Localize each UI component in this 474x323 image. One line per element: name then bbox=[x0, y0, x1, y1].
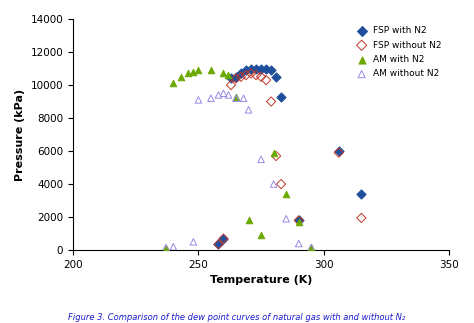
AM with N2 bbox=[283, 192, 290, 197]
FSP with N2 bbox=[242, 68, 250, 73]
FSP with N2 bbox=[215, 242, 222, 247]
FSP without N2 bbox=[227, 82, 235, 88]
FSP with N2 bbox=[247, 66, 255, 71]
FSP without N2 bbox=[257, 74, 265, 79]
FSP without N2 bbox=[242, 73, 250, 78]
FSP with N2 bbox=[257, 66, 265, 71]
AM without N2 bbox=[283, 216, 290, 221]
AM without N2 bbox=[170, 244, 177, 249]
AM with N2 bbox=[184, 71, 192, 76]
FSP without N2 bbox=[267, 99, 275, 104]
FSP with N2 bbox=[237, 71, 245, 76]
FSP without N2 bbox=[273, 153, 280, 159]
AM with N2 bbox=[257, 233, 265, 238]
AM without N2 bbox=[295, 241, 302, 246]
AM with N2 bbox=[162, 246, 170, 251]
AM without N2 bbox=[245, 107, 252, 112]
AM without N2 bbox=[257, 157, 265, 162]
Y-axis label: Pressure (kPa): Pressure (kPa) bbox=[15, 89, 25, 181]
AM with N2 bbox=[170, 81, 177, 86]
AM with N2 bbox=[225, 73, 232, 78]
FSP without N2 bbox=[237, 74, 245, 79]
FSP without N2 bbox=[232, 76, 240, 81]
FSP with N2 bbox=[252, 66, 260, 71]
AM with N2 bbox=[190, 69, 197, 74]
AM with N2 bbox=[295, 219, 302, 224]
FSP with N2 bbox=[267, 68, 275, 73]
FSP with N2 bbox=[273, 74, 280, 79]
X-axis label: Temperature (K): Temperature (K) bbox=[210, 276, 312, 286]
FSP with N2 bbox=[295, 218, 302, 223]
FSP without N2 bbox=[219, 236, 227, 241]
Legend: FSP with N2, FSP without N2, AM with N2, AM without N2: FSP with N2, FSP without N2, AM with N2,… bbox=[350, 24, 445, 81]
AM with N2 bbox=[270, 150, 277, 155]
FSP with N2 bbox=[262, 66, 270, 71]
AM without N2 bbox=[225, 92, 232, 98]
AM without N2 bbox=[232, 96, 240, 101]
FSP without N2 bbox=[357, 215, 365, 221]
FSP without N2 bbox=[277, 182, 285, 187]
FSP with N2 bbox=[232, 74, 240, 79]
FSP without N2 bbox=[335, 150, 343, 155]
FSP with N2 bbox=[357, 192, 365, 197]
AM with N2 bbox=[232, 94, 240, 99]
AM with N2 bbox=[177, 74, 185, 79]
AM with N2 bbox=[219, 71, 227, 76]
Text: Figure 3. Comparison of the dew point curves of natural gas with and without N₂: Figure 3. Comparison of the dew point cu… bbox=[68, 313, 406, 322]
FSP with N2 bbox=[335, 149, 343, 154]
FSP without N2 bbox=[247, 71, 255, 76]
AM without N2 bbox=[240, 96, 247, 101]
FSP with N2 bbox=[227, 76, 235, 81]
AM without N2 bbox=[162, 245, 170, 250]
AM with N2 bbox=[207, 68, 215, 73]
AM with N2 bbox=[245, 218, 252, 223]
AM without N2 bbox=[195, 97, 202, 102]
AM without N2 bbox=[207, 96, 215, 101]
AM without N2 bbox=[270, 182, 277, 187]
FSP without N2 bbox=[295, 218, 302, 223]
AM without N2 bbox=[190, 239, 197, 245]
AM without N2 bbox=[308, 245, 315, 250]
AM with N2 bbox=[195, 68, 202, 73]
FSP without N2 bbox=[262, 78, 270, 83]
FSP without N2 bbox=[215, 242, 222, 247]
FSP without N2 bbox=[252, 73, 260, 78]
AM without N2 bbox=[215, 92, 222, 98]
FSP with N2 bbox=[219, 236, 227, 241]
AM without N2 bbox=[219, 91, 227, 96]
AM with N2 bbox=[308, 244, 315, 249]
FSP with N2 bbox=[277, 94, 285, 99]
